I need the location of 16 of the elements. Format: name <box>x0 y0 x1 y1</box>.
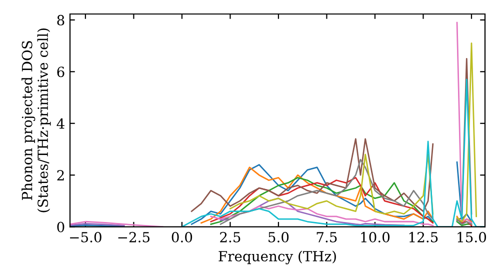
x-tick-label: −2.5 <box>118 232 150 242</box>
x-tick-label: 15.0 <box>458 232 486 242</box>
x-axis-title: Frequency (THz) <box>218 250 336 264</box>
y-axis-title: Phonon projected DOS (States/THz·primitive cell) <box>22 28 51 212</box>
x-tick-label: 0.0 <box>172 232 192 242</box>
y-tick-label: 6 <box>57 66 64 78</box>
x-tick-label: 7.5 <box>316 232 337 242</box>
x-tick-label: 12.5 <box>409 232 438 242</box>
x-tick-label: 10.0 <box>361 232 390 242</box>
x-tick-label: 5.0 <box>268 232 289 242</box>
y-tick-label: 8 <box>57 14 64 26</box>
x-tick-label: 2.5 <box>220 232 240 242</box>
y-tick-label: 0 <box>57 222 64 232</box>
x-tick-label: −5.0 <box>70 232 102 242</box>
y-tick-label: 2 <box>57 170 64 180</box>
y-tick-label: 4 <box>56 118 64 129</box>
